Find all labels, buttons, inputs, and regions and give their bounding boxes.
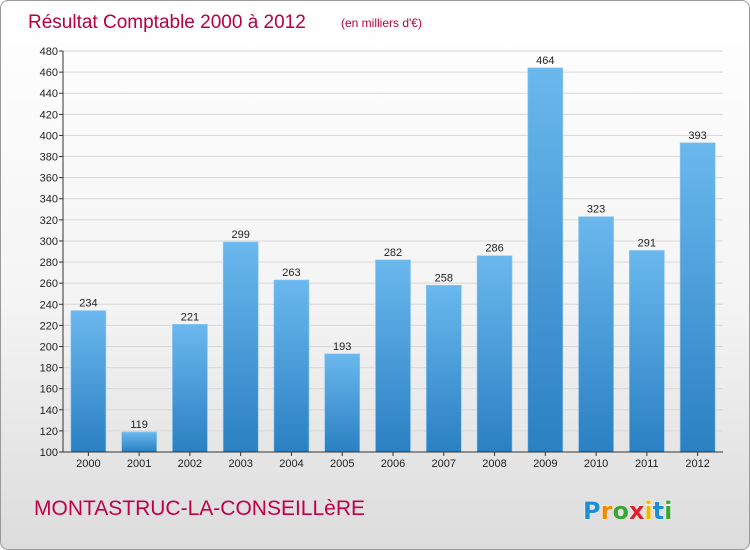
- chart-title: Résultat Comptable 2000 à 2012: [28, 12, 306, 33]
- y-tick-label: 380: [40, 152, 58, 164]
- bar-2007: [425, 284, 462, 453]
- bar-2004: [273, 279, 310, 453]
- axes: [62, 51, 723, 453]
- value-label-2005: 193: [333, 341, 351, 353]
- commune-name: MONTASTRUC-LA-CONSEILLèRE: [34, 497, 365, 520]
- y-tick-label: 160: [40, 384, 58, 396]
- logo-letter: x: [629, 497, 645, 525]
- y-tick-label: 420: [40, 109, 58, 121]
- bar-2010: [578, 216, 614, 453]
- y-tick-label: 280: [40, 257, 58, 269]
- y-tick-label: 200: [40, 341, 58, 353]
- value-label-2001: 119: [130, 419, 148, 431]
- logo-letter: i: [664, 497, 672, 525]
- value-label-2008: 286: [485, 243, 503, 255]
- x-tick-label-2002: 2002: [178, 458, 202, 470]
- x-tick-label-2000: 2000: [76, 458, 100, 470]
- y-tick-label: 220: [40, 320, 58, 332]
- proxiti-logo: Proxiti: [583, 497, 673, 526]
- value-label-2006: 282: [384, 247, 402, 259]
- x-tick-label-2004: 2004: [279, 458, 303, 470]
- x-tick-label-2006: 2006: [381, 458, 405, 470]
- y-tick-label: 440: [40, 88, 58, 100]
- bar-2006: [375, 259, 411, 453]
- y-tick-label: 100: [40, 447, 58, 459]
- x-tick-label-2012: 2012: [685, 458, 709, 470]
- logo-letter: i: [644, 497, 652, 525]
- bar-2009: [527, 67, 564, 453]
- y-tick-label: 120: [40, 426, 58, 438]
- value-labels: 234 119 221 299 263 193 282 258 286 464 323 291 393: [79, 55, 707, 431]
- value-label-2002: 221: [181, 311, 199, 323]
- x-tick-label-2010: 2010: [584, 458, 608, 470]
- bar-2002: [172, 324, 208, 453]
- y-tick-label: 460: [40, 67, 58, 79]
- bar-2000: [70, 310, 107, 453]
- chart-subtitle: (en milliers d'€): [341, 16, 422, 30]
- x-tick-label-2001: 2001: [127, 458, 151, 470]
- value-label-2012: 393: [688, 130, 706, 142]
- y-axis-ticks: 100 120 140 160 180 200 220 240 260 280 300 320 340 3…: [40, 46, 63, 459]
- bar-2003: [222, 241, 259, 453]
- value-label-2009: 464: [536, 55, 554, 67]
- value-label-2011: 291: [638, 237, 656, 249]
- value-label-2010: 323: [587, 204, 605, 216]
- x-axis-ticks: 2000 2001 2002 2003 2004 2005 2006 2007 2008 2009…: [76, 452, 710, 470]
- x-tick-label-2005: 2005: [330, 458, 354, 470]
- y-tick-label: 180: [40, 363, 58, 375]
- value-label-2000: 234: [79, 298, 97, 310]
- bar-2011: [629, 250, 665, 453]
- x-tick-label-2007: 2007: [432, 458, 456, 470]
- x-tick-label-2009: 2009: [533, 458, 557, 470]
- bar-2005: [324, 353, 361, 453]
- y-tick-label: 360: [40, 173, 58, 185]
- logo-letter: r: [601, 497, 613, 525]
- y-tick-label: 480: [40, 46, 58, 58]
- x-tick-label-2003: 2003: [228, 458, 252, 470]
- bar-2012: [679, 142, 716, 453]
- logo-letter: t: [653, 497, 664, 525]
- y-tick-label: 320: [40, 215, 58, 227]
- y-tick-label: 240: [40, 299, 58, 311]
- bars: [70, 67, 716, 453]
- value-label-2007: 258: [435, 272, 453, 284]
- x-tick-label-2011: 2011: [635, 458, 659, 470]
- bar-2001: [121, 431, 157, 453]
- value-label-2003: 299: [232, 229, 250, 241]
- y-tick-label: 340: [40, 194, 58, 206]
- y-tick-label: 260: [40, 278, 58, 290]
- x-tick-label-2008: 2008: [482, 458, 506, 470]
- logo-letter: P: [583, 497, 601, 525]
- logo-letter: o: [612, 497, 629, 525]
- y-tick-label: 400: [40, 130, 58, 142]
- y-tick-label: 140: [40, 405, 58, 417]
- logo-text: Proxiti: [583, 497, 672, 525]
- bar-2008: [476, 255, 513, 453]
- value-label-2004: 263: [282, 267, 300, 279]
- y-tick-label: 300: [40, 236, 58, 248]
